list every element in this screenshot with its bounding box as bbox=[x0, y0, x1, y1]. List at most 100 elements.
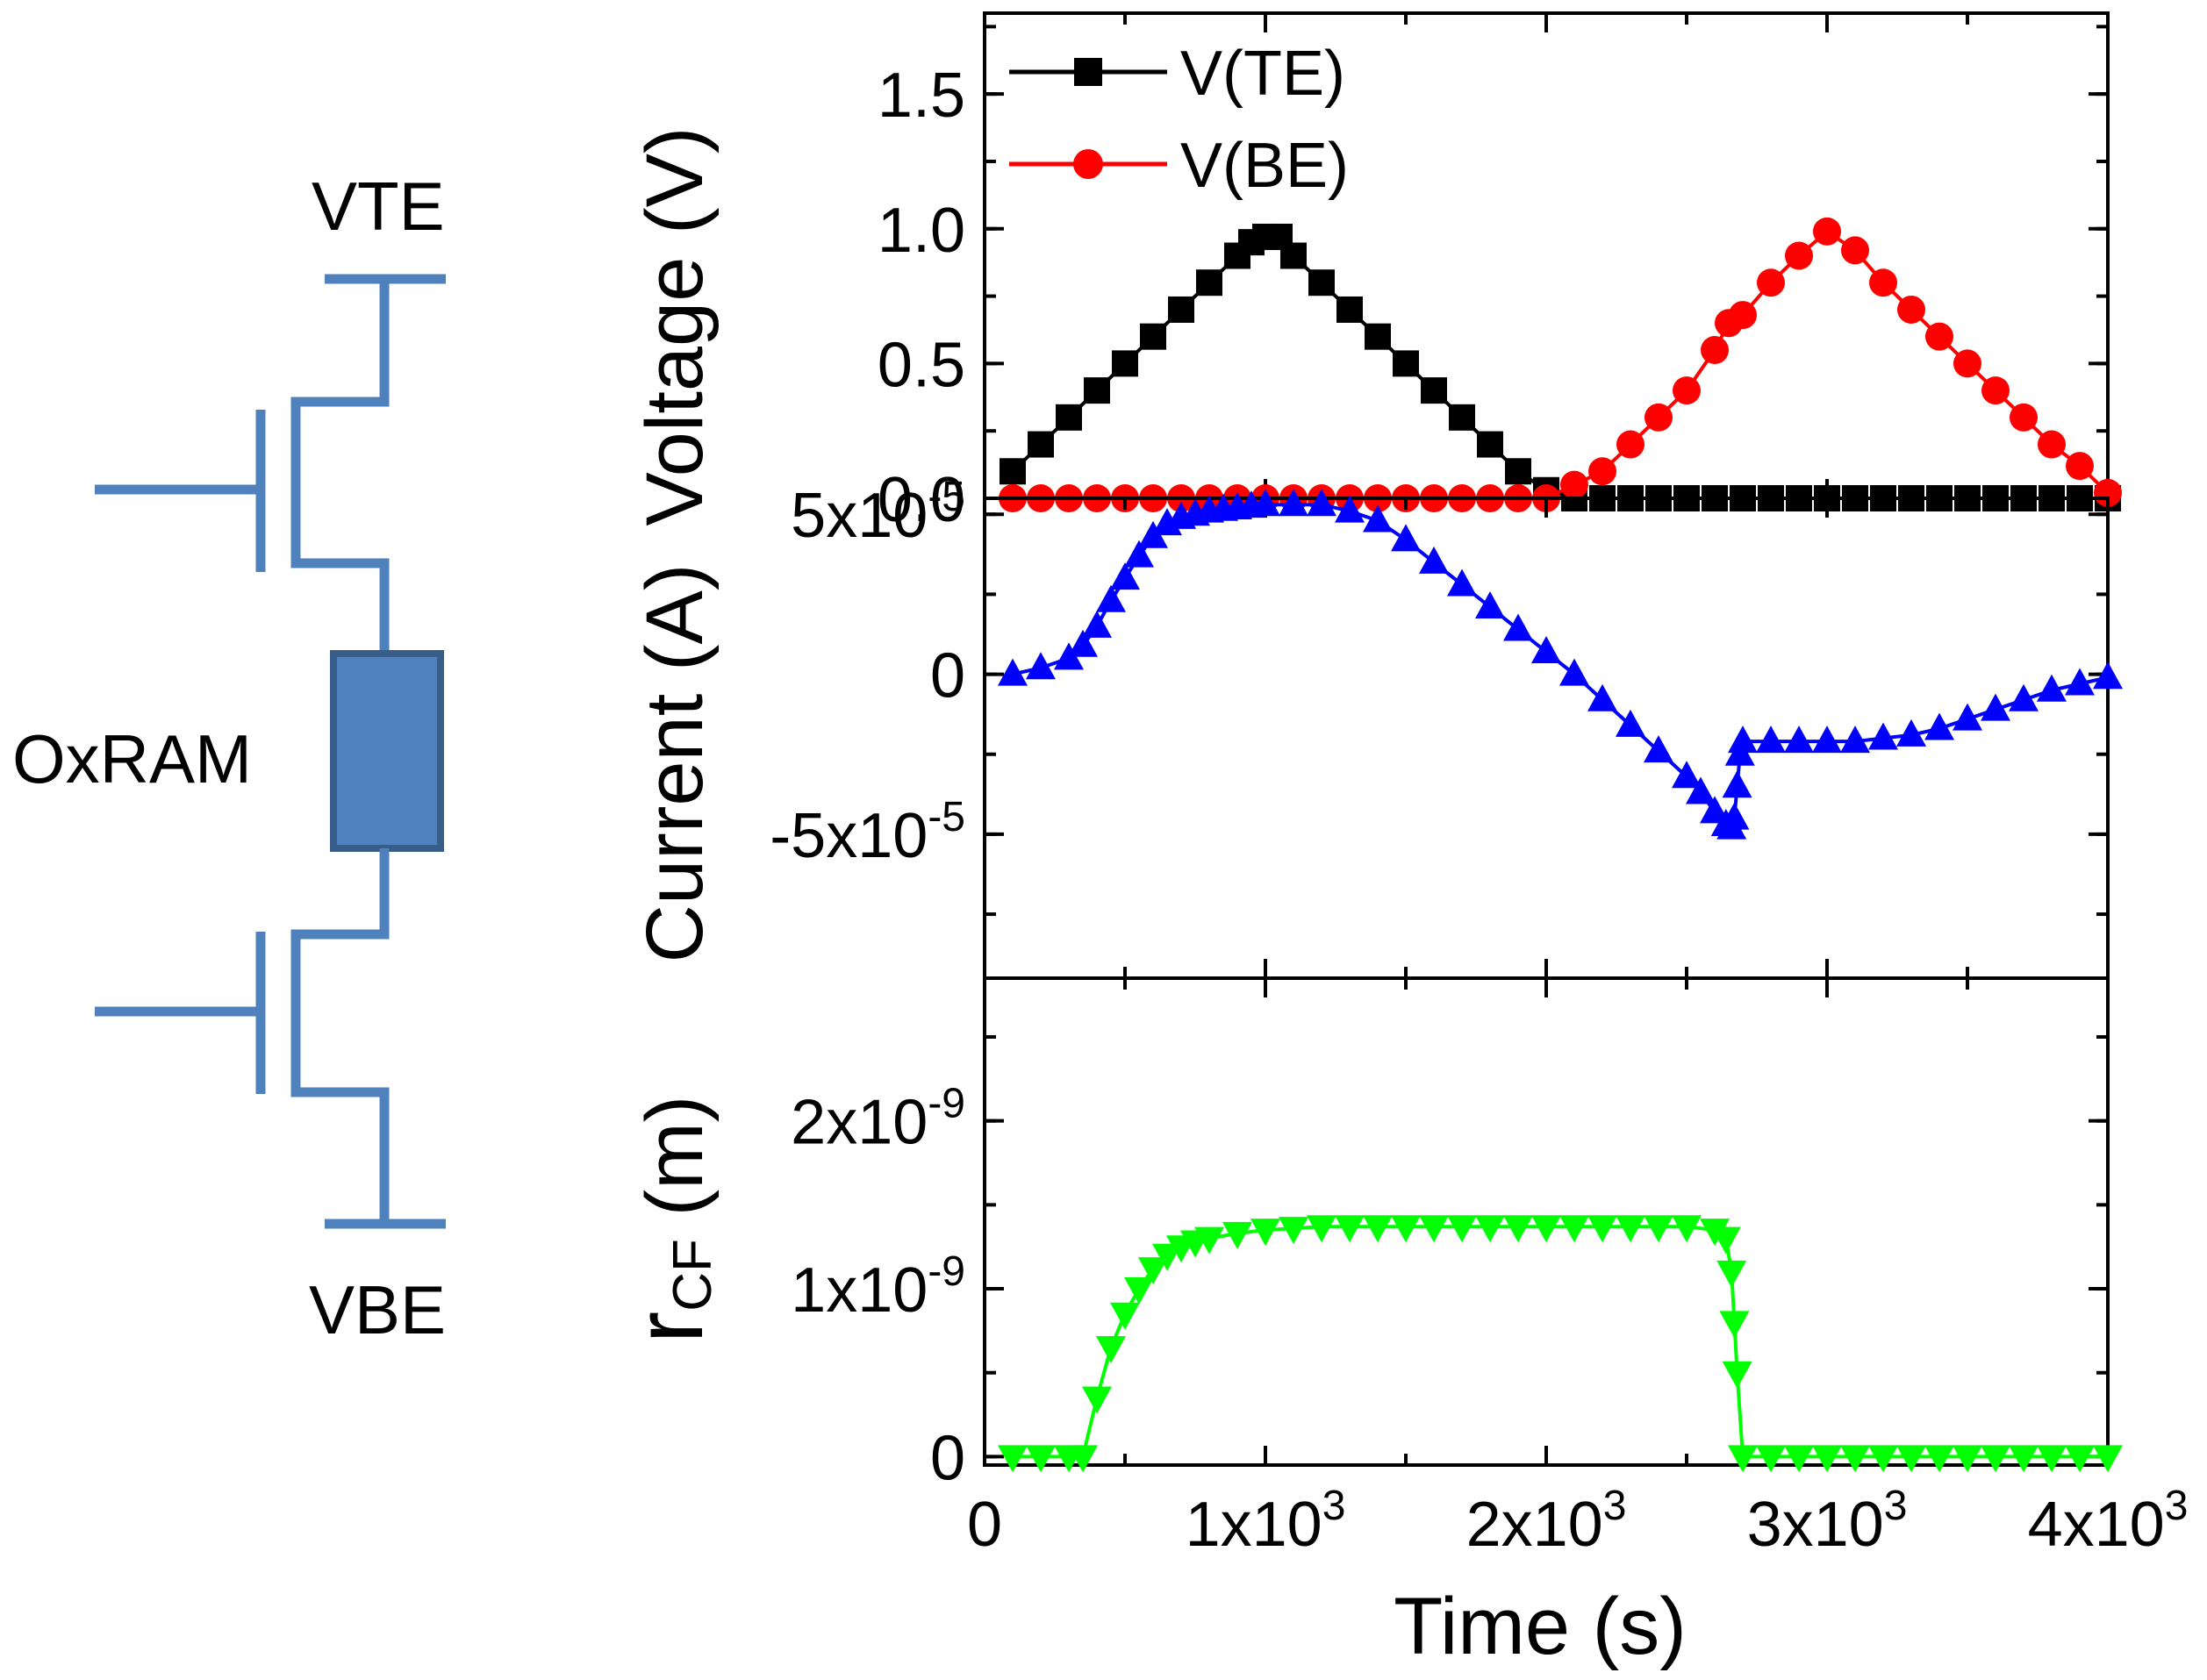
radius-point bbox=[1924, 1445, 1954, 1473]
current-point bbox=[1307, 489, 1336, 517]
current-ytick-label-base: 0 bbox=[930, 641, 965, 711]
voltage-point bbox=[1365, 323, 1391, 350]
voltage-point bbox=[1308, 269, 1335, 297]
current-point bbox=[1110, 562, 1140, 590]
current-point bbox=[1026, 652, 1056, 680]
time-xtick-label-base: 3x10 bbox=[1747, 1490, 1884, 1560]
radius-point bbox=[1531, 1215, 1561, 1243]
time-xtick-label: 0 bbox=[967, 1490, 1002, 1560]
voltage-point bbox=[1505, 458, 1531, 485]
voltage-panel: Voltage (V) 0.0 0.5 1.0 1.5 bbox=[630, 11, 2122, 535]
current-point bbox=[1279, 489, 1308, 517]
radius-point bbox=[1756, 1445, 1786, 1473]
radius-point bbox=[1587, 1215, 1617, 1243]
voltage-point bbox=[1336, 296, 1363, 323]
radius-point bbox=[1194, 1226, 1224, 1255]
voltage-axis-title: Voltage (V) bbox=[630, 126, 720, 525]
radius-ytick-label-base: 0 bbox=[930, 1423, 965, 1493]
current-point bbox=[1503, 613, 1533, 641]
voltage-point bbox=[1701, 336, 1729, 365]
current-point bbox=[1812, 726, 1842, 754]
radius-point bbox=[1250, 1219, 1280, 1247]
legend-vte-marker bbox=[1074, 58, 1102, 86]
radius-point bbox=[1981, 1445, 2010, 1473]
radius-point bbox=[1110, 1302, 1140, 1330]
radius-axis-title-unit: (m) bbox=[630, 1096, 720, 1239]
radius-point bbox=[1419, 1215, 1449, 1243]
current-point bbox=[1722, 770, 1752, 798]
current-point bbox=[1447, 568, 1477, 597]
voltage-point bbox=[1645, 403, 1673, 432]
current-point bbox=[1616, 709, 1645, 737]
radius-point bbox=[1559, 1215, 1589, 1243]
voltage-point bbox=[1056, 404, 1082, 431]
current-point bbox=[1068, 629, 1098, 657]
current-ytick-label-exp: -5 bbox=[928, 474, 965, 520]
voltage-point bbox=[1168, 296, 1194, 323]
vbe-label: VBE bbox=[309, 1271, 446, 1348]
radius-ytick-label: 2x10-9 bbox=[791, 1081, 965, 1158]
radius-ytick-label-exp: -9 bbox=[928, 1081, 965, 1127]
current-point bbox=[1419, 546, 1449, 574]
radius-point bbox=[1716, 1260, 1747, 1288]
time-xtick-label-exp: 3 bbox=[1884, 1483, 1908, 1529]
voltage-point bbox=[1084, 377, 1110, 404]
time-xtick-label: 2x103 bbox=[1466, 1483, 1627, 1560]
radius-point bbox=[1222, 1221, 1252, 1249]
voltage-point bbox=[1925, 322, 1953, 351]
radius-point bbox=[1363, 1215, 1393, 1243]
radius-point bbox=[1335, 1215, 1365, 1243]
voltage-point bbox=[1449, 404, 1475, 431]
voltage-point bbox=[1280, 242, 1307, 269]
current-point bbox=[1868, 722, 1898, 750]
voltage-ytick-label: 1.5 bbox=[878, 61, 965, 131]
current-ytick-label: -5x10-5 bbox=[770, 794, 965, 871]
voltage-point bbox=[1028, 431, 1054, 458]
legend-vte-label: V(TE) bbox=[1180, 39, 1345, 109]
voltage-series-line bbox=[1013, 229, 2110, 500]
current-point bbox=[1896, 718, 1926, 747]
radius-point bbox=[1391, 1215, 1421, 1243]
current-point bbox=[2093, 661, 2123, 690]
current-point bbox=[1096, 584, 1126, 612]
current-point bbox=[1124, 540, 1154, 568]
radius-point bbox=[1503, 1215, 1533, 1243]
current-point bbox=[2065, 668, 2095, 696]
time-xtick-label: 3x103 bbox=[1747, 1483, 1908, 1560]
time-xtick-label-base: 1x10 bbox=[1186, 1490, 1322, 1560]
radius-point bbox=[1719, 1311, 1750, 1339]
current-point bbox=[1531, 636, 1561, 664]
radius-point bbox=[1096, 1336, 1126, 1364]
current-axis-title: Current (A) bbox=[630, 564, 720, 963]
current-ytick-label-base: -5x10 bbox=[770, 801, 928, 871]
radius-point bbox=[1307, 1215, 1336, 1243]
radius-point bbox=[1026, 1445, 1056, 1473]
current-point bbox=[1335, 495, 1365, 523]
radius-series-line bbox=[1013, 1225, 2108, 1459]
radius-ytick-label-base: 1x10 bbox=[791, 1255, 928, 1326]
current-point bbox=[1924, 712, 1954, 740]
radius-point bbox=[1722, 1361, 1752, 1389]
voltage-frame bbox=[983, 11, 2110, 500]
voltage-point bbox=[1477, 431, 1503, 458]
radius-point bbox=[2037, 1445, 2067, 1473]
time-xtick-label-exp: 3 bbox=[1322, 1483, 1346, 1529]
current-point bbox=[1082, 610, 1112, 638]
radius-point bbox=[2065, 1445, 2095, 1473]
current-point bbox=[1981, 693, 2010, 721]
voltage-point bbox=[1000, 458, 1026, 485]
voltage-point bbox=[1196, 269, 1222, 297]
time-axis-title: Time (s) bbox=[1394, 1582, 1687, 1671]
radius-point bbox=[1475, 1215, 1505, 1243]
current-point bbox=[1587, 683, 1617, 711]
current-panel: Current (A) 5x10-50-5x10-5 bbox=[630, 474, 2123, 980]
current-point bbox=[1728, 726, 1758, 754]
current-point bbox=[1559, 658, 1589, 686]
current-ytick-label: 0 bbox=[930, 641, 965, 711]
current-point bbox=[1363, 504, 1393, 533]
bottom-wire bbox=[290, 848, 390, 1224]
radius-ytick-label: 0 bbox=[930, 1423, 965, 1493]
time-xtick-label: 1x103 bbox=[1186, 1483, 1346, 1560]
current-point bbox=[1756, 726, 1786, 754]
